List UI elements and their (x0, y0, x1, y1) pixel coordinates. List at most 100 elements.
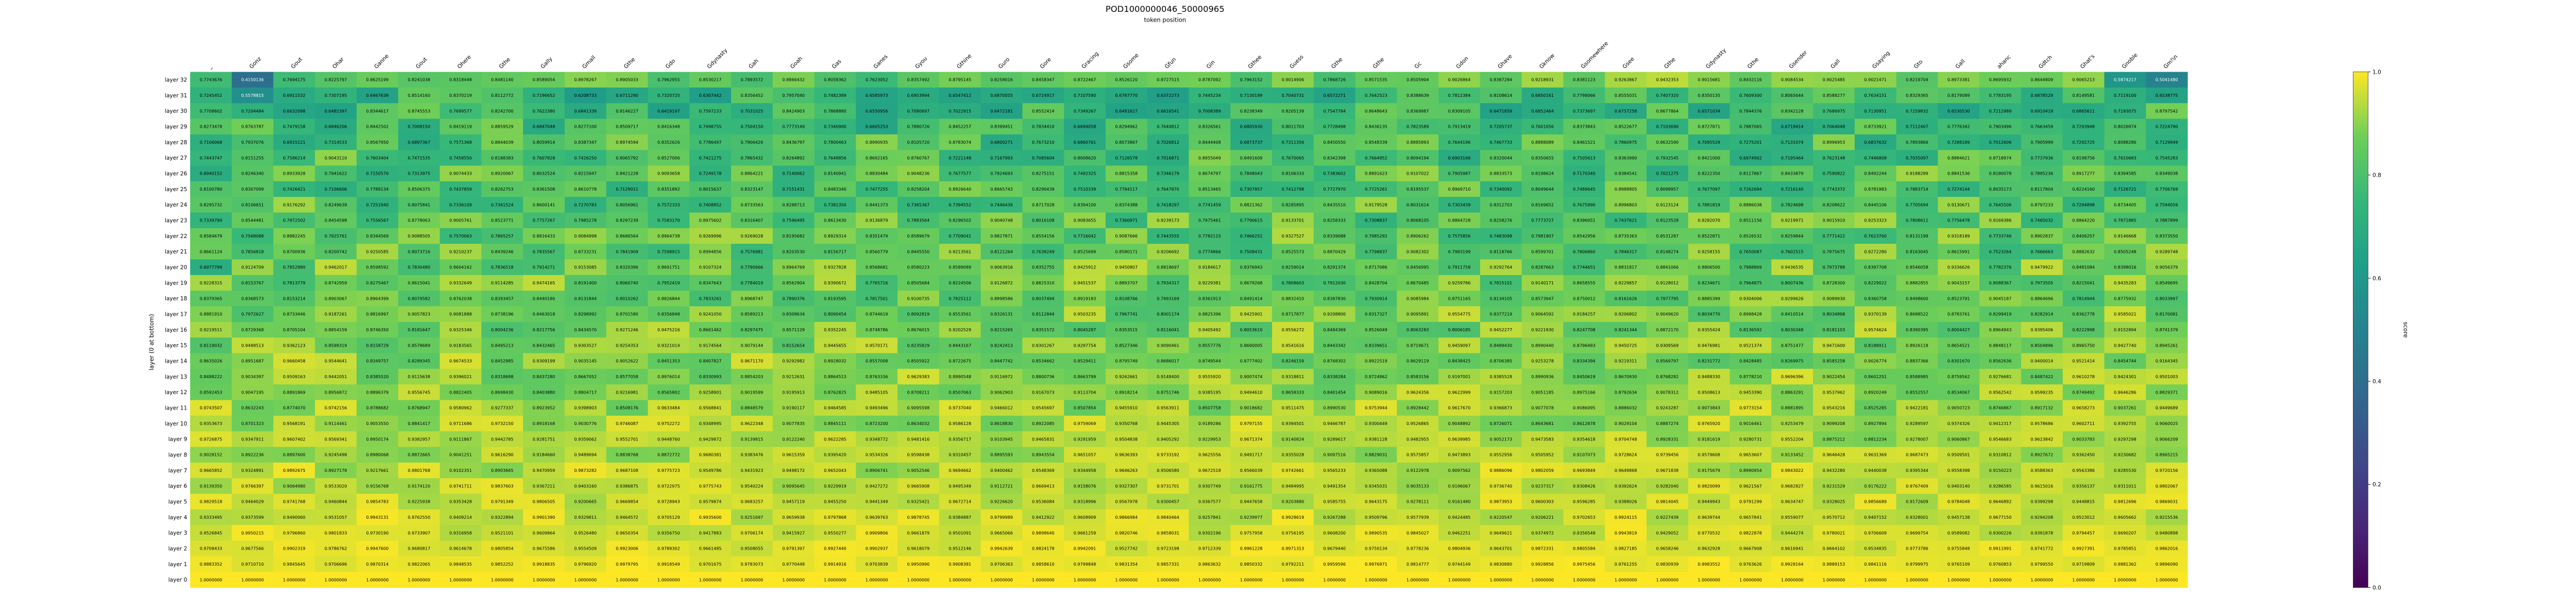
cell-value-label: 0.9074433 (449, 171, 472, 176)
cell-value-label: 0.9722975 (657, 483, 680, 488)
cell-value-label: 0.8156717 (824, 249, 846, 254)
cell-value-label: 0.8007436 (1781, 280, 1804, 285)
cell-value-label: 0.9742661 (1282, 468, 1304, 473)
cell-value-label: 0.9297298 (2114, 436, 2137, 441)
cell-value-label: 0.8326131 (990, 312, 1013, 317)
cell-value-label: 0.7725261 (1365, 186, 1387, 192)
cell-value-label: 0.9567978 (1115, 499, 1138, 504)
cell-value-label: 0.6605253 (866, 124, 888, 129)
cell-value-label: 0.9521414 (2072, 359, 2095, 364)
cell-value-label: 0.8191400 (574, 280, 597, 285)
heatmap-cell (1938, 87, 1980, 104)
heatmap-cells: 0.7743676 0.4150136 0.7694175 0.8225797 0.86… (190, 72, 2188, 588)
heatmap-cell (523, 212, 565, 229)
cell-value-label: 0.8964399 (366, 296, 389, 301)
cell-value-label: 0.8419119 (449, 124, 472, 129)
heatmap-cell (315, 103, 357, 120)
cell-value-label: 0.9545697 (1032, 405, 1055, 411)
cell-value-label: 0.8886032 (1615, 405, 1637, 411)
cell-value-label: 1.0000000 (366, 577, 389, 582)
heatmap-cell (273, 103, 315, 120)
cell-value-label: 0.7040731 (1282, 93, 1304, 98)
cell-value-label: 0.9362450 (2072, 452, 2095, 457)
cell-value-label: 0.8349757 (366, 359, 389, 364)
heatmap-cell (1438, 87, 1481, 104)
cell-value-label: 0.9167073 (1032, 389, 1055, 395)
cell-value-label: 0.8049644 (1531, 186, 1554, 192)
heatmap-cell (1022, 72, 1064, 88)
cell-value-label: 0.8450550 (1323, 140, 1346, 145)
cell-value-label: 0.8136592 (1739, 327, 1762, 332)
cell-value-label: 0.9176292 (283, 202, 306, 207)
cell-value-label: 0.9651057 (1074, 452, 1096, 457)
cell-value-label: 0.8347643 (699, 280, 722, 285)
cell-value-label: 0.9007474 (1240, 374, 1263, 379)
cell-value-label: 0.9457138 (1947, 515, 1970, 520)
cell-value-label: 0.9304006 (1739, 296, 1762, 301)
cell-value-label: 0.9753944 (1365, 405, 1387, 411)
cell-value-label: 0.7930914 (1365, 296, 1387, 301)
cell-value-label: 0.8816997 (366, 312, 389, 317)
cell-value-label: 0.8884621 (1947, 155, 1970, 160)
cell-value-label: 0.7151431 (782, 186, 805, 192)
heatmap-cell (1438, 118, 1481, 135)
cell-value-label: 0.9878745 (907, 515, 930, 520)
cell-value-label: 0.8438425 (1448, 359, 1471, 364)
heatmap-cell (939, 103, 981, 120)
cell-value-label: 0.9028152 (200, 452, 223, 457)
cell-value-label: 0.9863632 (1198, 562, 1221, 567)
y-axis-label: layer (0 at bottom) (148, 314, 155, 370)
cell-value-label: 1.0000000 (1323, 577, 1346, 582)
cell-value-label: 0.9016461 (1739, 421, 1762, 426)
heatmap-cell (523, 134, 565, 150)
cell-value-label: 0.8505922 (907, 359, 930, 364)
x-tick-label: Goah (789, 56, 804, 70)
cell-value-label: 0.9775723 (657, 468, 680, 473)
cell-value-label: 0.8290439 (1032, 186, 1055, 192)
cell-value-label: 0.8726071 (1489, 421, 1512, 426)
cell-value-label: 0.9928856 (1531, 562, 1554, 567)
cell-value-label: 0.8717086 (1365, 265, 1387, 270)
cell-value-label: 0.8905033 (616, 77, 638, 82)
cell-value-label: 0.8796483 (1573, 343, 1596, 348)
heatmap-cell (231, 150, 274, 166)
heatmap-cell (1480, 181, 1522, 197)
heatmap-cell (2146, 118, 2188, 135)
cell-value-label: 0.8398016 (2114, 265, 2137, 270)
y-tick-label: layer 1 (168, 562, 188, 568)
cell-value-label: 0.8296502 (948, 218, 971, 223)
cell-value-label: 0.8424903 (782, 108, 805, 113)
cell-value-label: 0.9253278 (1531, 359, 1554, 364)
cell-value-label: 0.8544481 (241, 218, 264, 223)
cell-value-label: 0.8338284 (1323, 374, 1346, 379)
cell-value-label: 0.9616290 (491, 452, 514, 457)
cell-value-label: 0.8945261 (2156, 343, 2178, 348)
cell-value-label: 0.8385520 (366, 374, 389, 379)
cell-value-label: 0.8217756 (533, 327, 555, 332)
cell-value-label: 0.9845027 (1406, 530, 1429, 535)
cell-value-label: 0.7601056 (1531, 124, 1554, 129)
cell-value-label: 0.6694058 (1074, 124, 1096, 129)
cell-value-label: 0.7308837 (1365, 218, 1387, 223)
cell-value-label: 0.9203880 (1282, 499, 1304, 504)
cell-value-label: 0.8507854 (1074, 405, 1096, 411)
cell-value-label: 0.8033997 (2156, 296, 2178, 301)
heatmap-cell (939, 118, 981, 135)
heatmap-cell (856, 212, 898, 229)
cell-value-label: 0.9188289 (1906, 171, 1928, 176)
cell-value-label: 0.8034770 (1698, 312, 1720, 317)
cell-value-label: 0.8088367 (1989, 280, 2012, 285)
cell-value-label: 0.8225797 (325, 77, 347, 82)
cell-value-label: 0.7016871 (1157, 155, 1179, 160)
cell-value-label: 0.8667052 (574, 374, 597, 379)
cell-value-label: 0.9653607 (1739, 452, 1762, 457)
cell-value-label: 0.7789134 (366, 186, 389, 192)
cell-value-label: 0.7648856 (824, 155, 846, 160)
cell-value-label: 0.8215041 (2072, 280, 2095, 285)
cell-value-label: 0.8745553 (408, 108, 430, 113)
cell-value-label: 0.7586214 (283, 155, 306, 160)
cell-value-label: 0.8035173 (1989, 186, 2012, 192)
cell-value-label: 0.8374388 (1115, 202, 1138, 207)
heatmap-cell (315, 118, 357, 135)
cell-value-label: 0.9526865 (1406, 421, 1429, 426)
